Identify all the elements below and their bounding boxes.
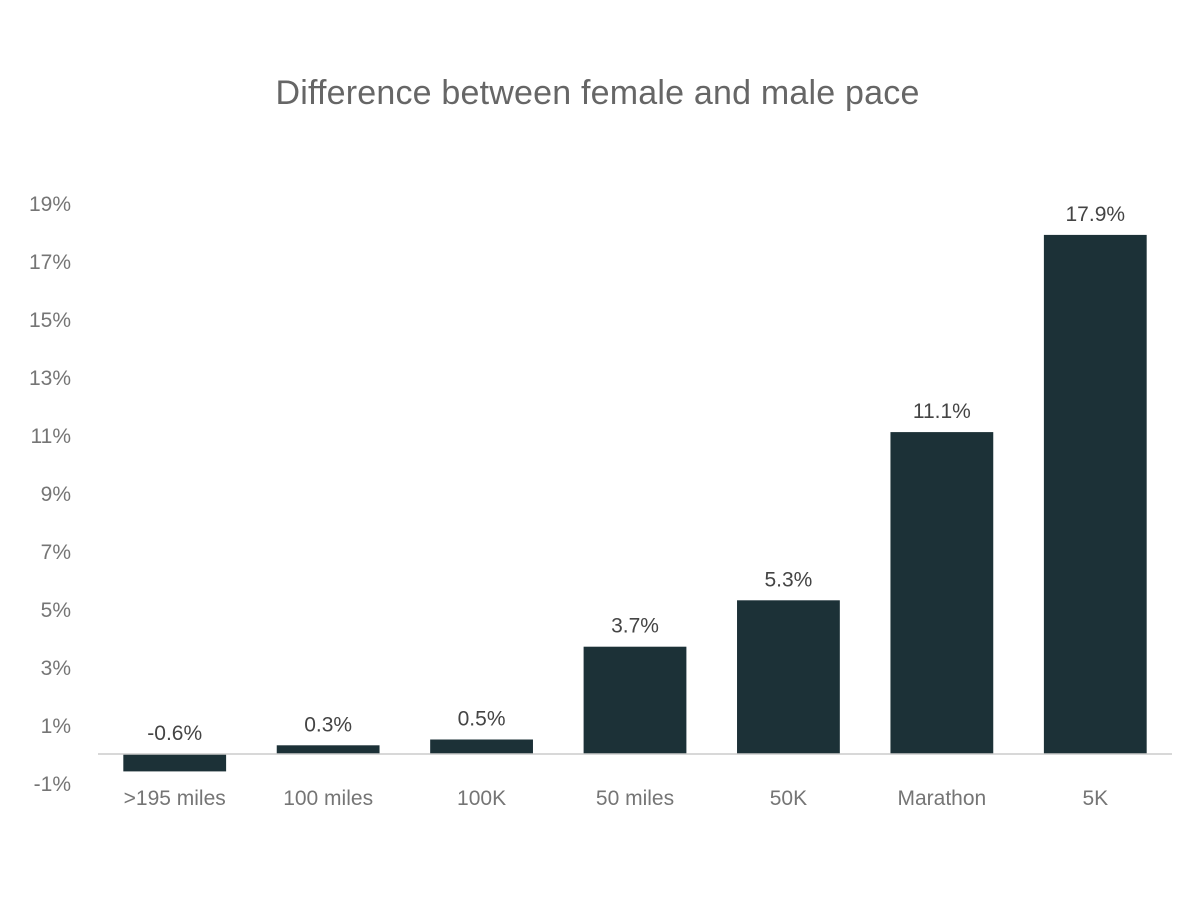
bar-value-label: 17.9% — [1066, 203, 1126, 226]
bar — [583, 646, 687, 754]
bar — [890, 432, 994, 754]
y-tick-label: 7% — [41, 541, 71, 564]
y-axis-ticks: -1% 1% 3% 5% 7% 9% 11% 13% 15% 17% 19% — [29, 193, 71, 796]
bar — [276, 745, 380, 754]
x-category-label: Marathon — [897, 787, 986, 810]
bar-value-label: 11.1% — [913, 400, 971, 423]
x-category-label: 100K — [457, 787, 506, 810]
y-tick-label: 13% — [29, 367, 71, 390]
y-tick-label: 9% — [41, 483, 71, 506]
bar-value-label: -0.6% — [147, 722, 202, 745]
chart-title: Difference between female and male pace — [275, 74, 920, 112]
x-category-label: 100 miles — [283, 787, 373, 810]
y-tick-label: 1% — [41, 715, 71, 738]
data-labels: -0.6% 0.3% 0.5% 3.7% 5.3% 11.1% 17.9% — [147, 203, 1125, 745]
x-category-label: 50 miles — [596, 787, 674, 810]
y-tick-label: 5% — [41, 599, 71, 622]
bar — [430, 739, 533, 754]
bar — [123, 754, 227, 772]
bars — [123, 234, 1147, 772]
bar-value-label: 5.3% — [764, 568, 812, 591]
x-axis-labels: >195 miles 100 miles 100K 50 miles 50K Marath… — [124, 787, 1108, 810]
x-category-label: >195 miles — [124, 787, 226, 810]
bar — [737, 600, 840, 754]
y-tick-label: 3% — [41, 657, 71, 680]
bar-value-label: 0.5% — [458, 708, 506, 731]
bar — [1043, 234, 1147, 754]
x-category-label: 5K — [1082, 787, 1108, 810]
y-tick-label: -1% — [34, 773, 71, 796]
x-category-label: 50K — [770, 787, 807, 810]
y-tick-label: 19% — [29, 193, 71, 216]
bar-value-label: 0.3% — [304, 713, 352, 736]
y-tick-label: 17% — [29, 251, 71, 274]
y-tick-label: 11% — [31, 425, 71, 448]
y-tick-label: 15% — [29, 309, 71, 332]
bar-value-label: 3.7% — [611, 615, 659, 638]
